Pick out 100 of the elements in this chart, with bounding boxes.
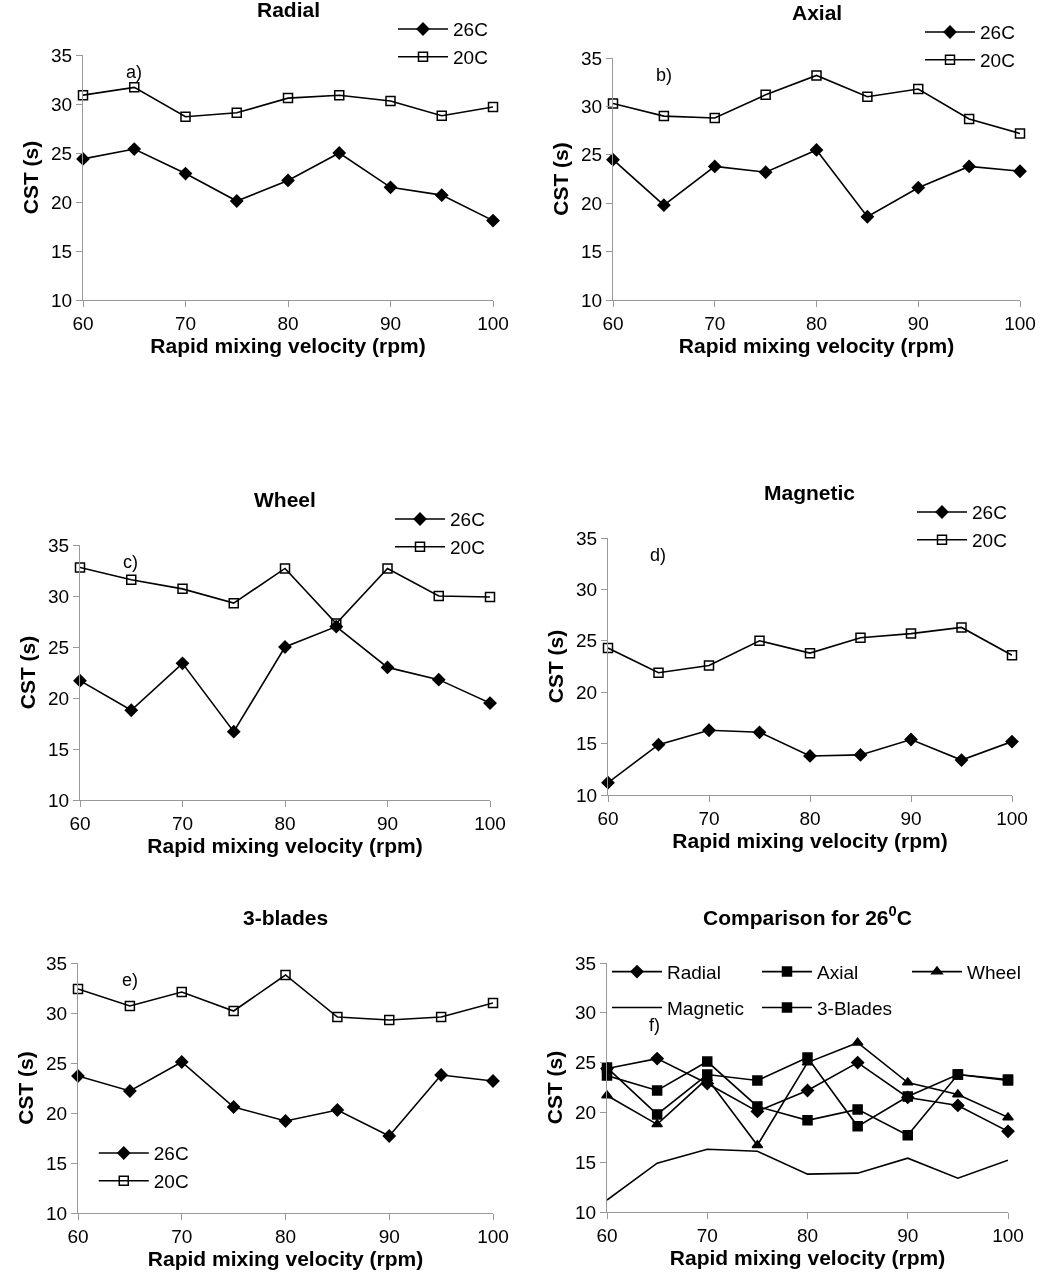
x-tick-label: 70 (174, 312, 197, 334)
y-tick-label: 35 (48, 534, 70, 556)
y-tick-label: 10 (576, 784, 598, 806)
y-tick-label: 25 (576, 630, 598, 652)
y-tick-label: 10 (46, 1202, 68, 1224)
y-tick-label: 15 (48, 738, 70, 760)
x-axis-title: Rapid mixing velocity (rpm) (147, 833, 423, 857)
x-tick-label: 100 (477, 1225, 509, 1247)
annotation: c) (123, 552, 138, 572)
annotation: a) (126, 62, 143, 82)
y-tick-label: 35 (581, 47, 603, 69)
legend-label: 20C (453, 47, 488, 69)
x-axis-title: Rapid mixing velocity (rpm) (672, 828, 948, 852)
x-tick-label: 60 (596, 1224, 618, 1246)
y-tick-label: 20 (48, 687, 70, 709)
y-tick-label: 30 (46, 1002, 68, 1024)
y-tick-label: 10 (48, 789, 70, 811)
y-tick-label: 15 (51, 240, 73, 262)
x-tick-label: 90 (897, 1224, 919, 1246)
y-axis-title: CST (s) (543, 1050, 567, 1125)
x-tick-label: 100 (1004, 312, 1036, 334)
x-tick-label: 80 (805, 312, 828, 334)
y-axis-title: CST (s) (549, 142, 573, 216)
legend-label: 20C (980, 50, 1015, 72)
x-tick-label: 70 (704, 312, 726, 334)
chart-title: Radial (257, 0, 321, 21)
legend-label: Radial (667, 962, 721, 983)
y-tick-label: 20 (51, 191, 73, 213)
x-tick-label: 90 (907, 312, 929, 334)
x-tick-label: 100 (474, 812, 506, 834)
x-tick-label: 90 (379, 312, 402, 334)
chart-title: Magnetic (764, 481, 856, 504)
legend-label: 20C (972, 530, 1007, 552)
y-tick-label: 25 (48, 636, 70, 658)
legend-label: 26C (153, 1143, 189, 1165)
legend-label: Magnetic (667, 997, 745, 1019)
y-tick-label: 20 (46, 1102, 68, 1124)
x-tick-label: 70 (171, 1225, 193, 1247)
legend-label: Axial (817, 962, 859, 983)
annotation: b) (656, 65, 673, 85)
x-tick-label: 100 (992, 1224, 1024, 1246)
y-axis-title: CST (s) (16, 635, 40, 710)
x-tick-label: 80 (799, 807, 821, 829)
chart-title: Axial (792, 1, 843, 24)
x-tick-label: 90 (900, 807, 922, 829)
legend-label: 26C (980, 22, 1015, 44)
y-tick-label: 15 (576, 733, 598, 755)
x-tick-label: 80 (274, 812, 296, 834)
y-tick-label: 10 (581, 289, 603, 311)
x-tick-label: 80 (274, 1225, 297, 1247)
y-axis-title: CST (s) (544, 629, 568, 704)
y-tick-label: 25 (581, 144, 603, 166)
y-tick-label: 15 (581, 241, 603, 263)
y-tick-label: 15 (575, 1151, 597, 1173)
chart-title: Wheel (254, 488, 316, 511)
annotation: e) (122, 970, 139, 990)
y-tick-label: 35 (576, 527, 598, 549)
x-tick-label: 60 (602, 312, 624, 334)
y-tick-label: 30 (575, 1002, 597, 1024)
x-axis-title: Rapid mixing velocity (rpm) (150, 333, 426, 357)
legend-label: 20C (450, 537, 485, 559)
y-tick-label: 25 (51, 142, 73, 164)
x-tick-label: 70 (696, 1224, 718, 1246)
y-tick-label: 30 (51, 93, 73, 115)
y-tick-label: 10 (575, 1201, 597, 1223)
x-axis-title: Rapid mixing velocity (rpm) (147, 1246, 424, 1270)
y-tick-label: 35 (575, 952, 597, 974)
x-tick-label: 80 (277, 312, 299, 334)
y-tick-label: 10 (51, 289, 73, 311)
y-tick-label: 20 (576, 681, 598, 703)
y-tick-label: 30 (581, 96, 603, 118)
legend-label: 26C (453, 19, 488, 41)
legend-label: Wheel (967, 962, 1021, 983)
x-tick-label: 90 (378, 1225, 400, 1247)
x-axis-title: Rapid mixing velocity (rpm) (669, 1245, 946, 1269)
x-tick-label: 90 (376, 812, 399, 834)
y-tick-label: 20 (575, 1102, 597, 1124)
y-axis-title: CST (s) (19, 140, 43, 215)
annotation: d) (650, 545, 667, 565)
x-tick-label: 60 (72, 312, 94, 334)
x-tick-label: 60 (67, 1225, 89, 1247)
x-tick-label: 60 (69, 812, 91, 834)
y-tick-label: 30 (576, 579, 598, 601)
x-tick-label: 100 (477, 312, 509, 334)
y-tick-label: 20 (581, 192, 603, 214)
x-tick-label: 100 (996, 807, 1028, 829)
y-axis-title: CST (s) (14, 1051, 38, 1125)
legend-label: 26C (450, 509, 485, 531)
y-tick-label: 25 (46, 1052, 68, 1074)
annotation: f) (649, 1015, 660, 1035)
chart-title: Comparison for 26$^{0}$C (703, 903, 912, 929)
x-tick-label: 70 (698, 807, 720, 829)
chart-title: 3-blades (243, 906, 329, 929)
y-tick-label: 25 (575, 1052, 597, 1074)
legend-label: 26C (972, 502, 1007, 524)
x-axis-title: Rapid mixing velocity (rpm) (678, 333, 955, 357)
x-tick-label: 60 (597, 807, 619, 829)
y-tick-label: 35 (51, 44, 73, 66)
legend-label: 20C (153, 1171, 189, 1193)
x-tick-label: 80 (796, 1224, 819, 1246)
